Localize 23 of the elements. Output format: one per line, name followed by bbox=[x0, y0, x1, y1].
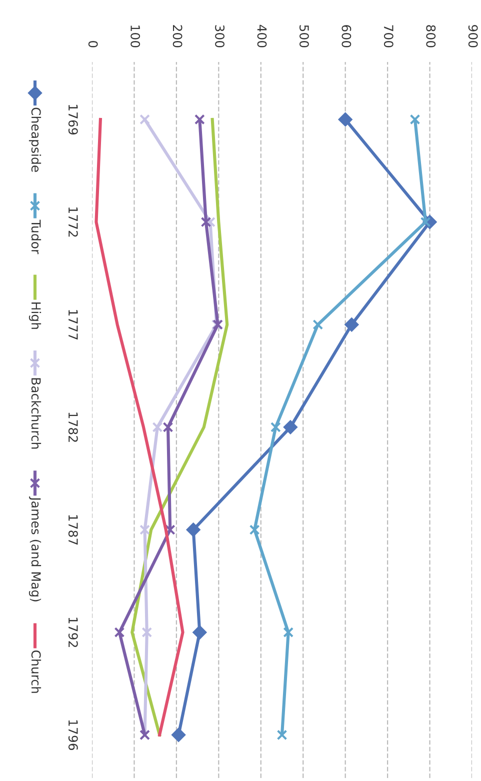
y-tick-label: 1792 bbox=[68, 618, 78, 647]
legend-label: Backchurch bbox=[31, 378, 42, 449]
x-tick-label: 500 bbox=[299, 25, 309, 48]
y-tick-label: 1782 bbox=[68, 412, 78, 442]
x-tick-label: 400 bbox=[257, 24, 267, 48]
legend-label: Tudor bbox=[31, 220, 42, 254]
x-tick-label: 300 bbox=[215, 25, 224, 48]
x-tick-label: 800 bbox=[426, 25, 436, 48]
legend-label: Cheapside bbox=[28, 108, 42, 172]
x-tick-label: 100 bbox=[130, 26, 140, 48]
y-tick-label: 1772 bbox=[68, 207, 78, 237]
y-tick-label: 1787 bbox=[68, 515, 78, 545]
x-tick-label: 900 bbox=[468, 25, 478, 48]
x-tick-label: 600 bbox=[342, 25, 352, 48]
legend-label: High bbox=[28, 302, 42, 329]
x-tick-label: 0 bbox=[88, 40, 98, 48]
y-tick-label: 1769 bbox=[68, 104, 78, 134]
x-tick-label: 200 bbox=[172, 25, 182, 48]
y-tick-label: 1777 bbox=[68, 310, 78, 340]
legend-label: Church bbox=[31, 650, 42, 693]
y-tick-label: 1796 bbox=[68, 720, 78, 750]
legend-label: James (and Mag) bbox=[28, 496, 42, 602]
x-tick-label: 700 bbox=[384, 25, 394, 48]
